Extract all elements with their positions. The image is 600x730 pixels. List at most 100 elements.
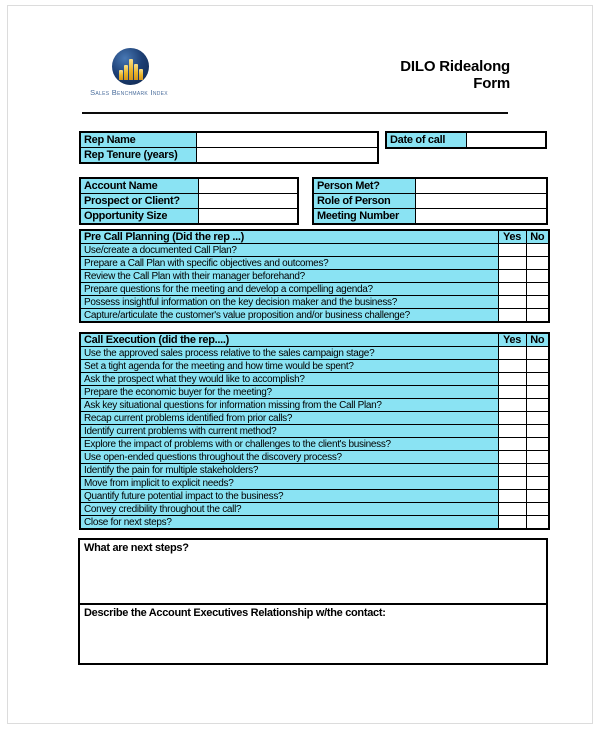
no-checkbox-cell[interactable] [525, 243, 550, 257]
field-label: Prospect or Client? [79, 193, 199, 209]
no-checkbox-cell[interactable] [525, 346, 550, 360]
yes-checkbox-cell[interactable] [497, 398, 527, 412]
field-row: Rep Tenure (years) [79, 147, 379, 164]
checklist-row: Recap current problems identified from p… [79, 411, 550, 425]
checklist-row: Explore the impact of problems with or c… [79, 437, 550, 451]
logo-bar-icon [138, 69, 143, 80]
field-label: Meeting Number [312, 208, 416, 225]
field-row: Account Name [79, 177, 299, 194]
no-checkbox-cell[interactable] [525, 385, 550, 399]
question-label: Review the Call Plan with their manager … [79, 269, 499, 283]
field-row: Person Met? [312, 177, 548, 194]
checklist-row: Use open-ended questions throughout the … [79, 450, 550, 464]
no-checkbox-cell[interactable] [525, 450, 550, 464]
yes-checkbox-cell[interactable] [497, 385, 527, 399]
question-label: Possess insightful information on the ke… [79, 295, 499, 309]
no-checkbox-cell[interactable] [525, 295, 550, 309]
no-checkbox-cell[interactable] [525, 476, 550, 490]
no-checkbox-cell[interactable] [525, 515, 550, 530]
field-value-cell[interactable] [197, 193, 299, 209]
no-checkbox-cell[interactable] [525, 437, 550, 451]
next-steps-label: What are next steps? [84, 542, 189, 554]
yes-checkbox-cell[interactable] [497, 308, 527, 323]
checklist-row: Ask key situational questions for inform… [79, 398, 550, 412]
no-checkbox-cell[interactable] [525, 502, 550, 516]
field-value-cell[interactable] [414, 177, 548, 194]
no-checkbox-cell[interactable] [525, 411, 550, 425]
yes-checkbox-cell[interactable] [497, 269, 527, 283]
yes-checkbox-cell[interactable] [497, 256, 527, 270]
no-checkbox-cell[interactable] [525, 256, 550, 270]
yes-checkbox-cell[interactable] [497, 282, 527, 296]
no-checkbox-cell[interactable] [525, 372, 550, 386]
no-checkbox-cell[interactable] [525, 269, 550, 283]
question-label: Convey credibility throughout the call? [79, 502, 499, 516]
yes-checkbox-cell[interactable] [497, 243, 527, 257]
no-checkbox-cell[interactable] [525, 282, 550, 296]
field-value-cell[interactable] [197, 177, 299, 194]
field-label: Rep Tenure (years) [79, 147, 197, 164]
field-label: Person Met? [312, 177, 416, 194]
yes-checkbox-cell[interactable] [497, 424, 527, 438]
yes-checkbox-cell[interactable] [497, 295, 527, 309]
yes-column-header: Yes [497, 229, 527, 244]
yes-checkbox-cell[interactable] [497, 437, 527, 451]
form-title: DILO Ridealong Form [400, 58, 510, 92]
checklist-title: Pre Call Planning (Did the rep ...) [79, 229, 499, 244]
no-checkbox-cell[interactable] [525, 424, 550, 438]
yes-checkbox-cell[interactable] [497, 359, 527, 373]
logo-bar-icon [128, 59, 133, 80]
checklist-title: Call Execution (did the rep....) [79, 332, 499, 347]
yes-checkbox-cell[interactable] [497, 346, 527, 360]
checklist-row: Move from implicit to explicit needs? [79, 476, 550, 490]
question-label: Use the approved sales process relative … [79, 346, 499, 360]
question-label: Prepare the economic buyer for the meeti… [79, 385, 499, 399]
no-checkbox-cell[interactable] [525, 398, 550, 412]
rep-info-table: Rep Name Rep Tenure (years) [79, 131, 379, 164]
field-row: Prospect or Client? [79, 193, 299, 209]
yes-checkbox-cell[interactable] [497, 411, 527, 425]
checklist-row: Convey credibility throughout the call? [79, 502, 550, 516]
checklist-row: Set a tight agenda for the meeting and h… [79, 359, 550, 373]
no-checkbox-cell[interactable] [525, 489, 550, 503]
yes-checkbox-cell[interactable] [497, 515, 527, 530]
question-label: Prepare questions for the meeting and de… [79, 282, 499, 296]
question-label: Set a tight agenda for the meeting and h… [79, 359, 499, 373]
checklist-row: Prepare a Call Plan with specific object… [79, 256, 550, 270]
form-title-line2: Form [473, 75, 510, 92]
field-value-cell[interactable] [465, 131, 547, 149]
field-row: Rep Name [79, 131, 379, 148]
field-label: Rep Name [79, 131, 197, 148]
date-of-call-table: Date of call [385, 131, 547, 149]
field-row: Meeting Number [312, 208, 548, 225]
notes-section: What are next steps? Describe the Accoun… [78, 538, 548, 665]
field-value-cell[interactable] [195, 147, 379, 164]
question-label: Recap current problems identified from p… [79, 411, 499, 425]
checklist-row: Close for next steps? [79, 515, 550, 530]
yes-checkbox-cell[interactable] [497, 450, 527, 464]
question-label: Prepare a Call Plan with specific object… [79, 256, 499, 270]
checklist-row: Identify current problems with current m… [79, 424, 550, 438]
yes-checkbox-cell[interactable] [497, 463, 527, 477]
no-checkbox-cell[interactable] [525, 308, 550, 323]
yes-checkbox-cell[interactable] [497, 372, 527, 386]
yes-checkbox-cell[interactable] [497, 502, 527, 516]
checklist-header-row: Call Execution (did the rep....) Yes No [79, 332, 550, 347]
field-row: Opportunity Size [79, 208, 299, 225]
field-row: Date of call [385, 131, 547, 149]
yes-checkbox-cell[interactable] [497, 489, 527, 503]
relationship-box[interactable]: Describe the Account Executives Relation… [80, 603, 546, 661]
no-checkbox-cell[interactable] [525, 463, 550, 477]
field-value-cell[interactable] [195, 131, 379, 148]
field-value-cell[interactable] [414, 193, 548, 209]
yes-checkbox-cell[interactable] [497, 476, 527, 490]
no-checkbox-cell[interactable] [525, 359, 550, 373]
account-info-table: Account Name Prospect or Client? Opportu… [79, 177, 299, 225]
checklist-row: Use/create a documented Call Plan? [79, 243, 550, 257]
field-label: Opportunity Size [79, 208, 199, 225]
question-label: Ask the prospect what they would like to… [79, 372, 499, 386]
field-value-cell[interactable] [197, 208, 299, 225]
field-value-cell[interactable] [414, 208, 548, 225]
relationship-label: Describe the Account Executives Relation… [84, 607, 386, 619]
next-steps-box[interactable]: What are next steps? [80, 540, 546, 603]
